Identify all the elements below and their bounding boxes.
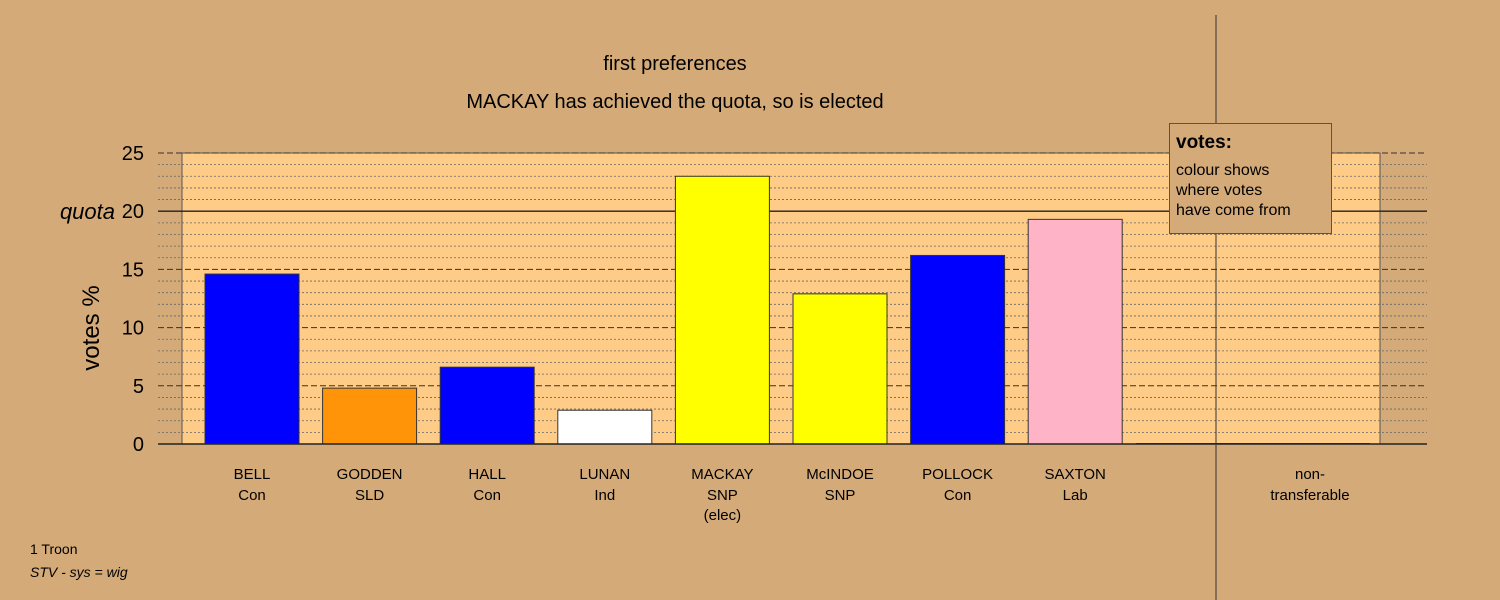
- y-tick-label: 25: [122, 143, 144, 165]
- bar-label-name: McINDOE: [806, 466, 874, 483]
- bar-label-party: Ind: [594, 487, 615, 504]
- legend-line-2: where votes: [1176, 182, 1263, 199]
- bar-label-name: BELL: [234, 466, 271, 483]
- nontransferable-label-1: non-: [1295, 466, 1325, 483]
- y-axis-label: votes %: [78, 285, 105, 370]
- bar-godden: [322, 387, 418, 445]
- bar-label-name: POLLOCK: [922, 466, 993, 483]
- y-tick-label: 0: [133, 434, 144, 456]
- bar-lunan: [557, 409, 653, 445]
- bar-label-party: SLD: [355, 487, 384, 504]
- quota-label: quota: [60, 199, 115, 224]
- footer-system: STV - sys = wig: [30, 564, 128, 580]
- bar-pollock: [910, 254, 1006, 445]
- bar-label-name: MACKAY: [691, 466, 753, 483]
- bar-label-name: GODDEN: [337, 466, 403, 483]
- legend-line-1: colour shows: [1176, 162, 1270, 179]
- bar-label-name: LUNAN: [579, 466, 630, 483]
- legend: votes: colour shows where votes have com…: [1169, 123, 1332, 234]
- y-tick-label: 10: [122, 318, 144, 340]
- chart-subtitle: MACKAY has achieved the quota, so is ele…: [466, 91, 883, 113]
- bar-label-party: SNP: [707, 487, 738, 504]
- bar-label-party: Lab: [1063, 487, 1088, 504]
- y-tick-label: 5: [133, 376, 144, 398]
- bar-mackay: [674, 175, 770, 445]
- bar-label-party: Con: [473, 487, 501, 504]
- bar-mcindoe: [792, 293, 888, 445]
- bar-label-note: (elec): [704, 507, 742, 524]
- bar-label-name: SAXTON: [1044, 466, 1105, 483]
- legend-line-3: have come from: [1176, 202, 1291, 219]
- bar-label-party: Con: [944, 487, 972, 504]
- bar-label-party: Con: [238, 487, 266, 504]
- bar-label-party: SNP: [825, 487, 856, 504]
- bar-hall: [439, 366, 535, 445]
- y-tick-label: 20: [122, 201, 144, 223]
- bar-bell: [204, 273, 300, 445]
- y-tick-label: 15: [122, 259, 144, 281]
- footer-constituency: 1 Troon: [30, 541, 78, 557]
- nontransferable-label-2: transferable: [1270, 487, 1349, 504]
- chart-title: first preferences: [603, 53, 746, 75]
- bar-label-name: HALL: [468, 466, 506, 483]
- legend-title: votes:: [1176, 132, 1232, 153]
- bar-saxton: [1027, 218, 1123, 445]
